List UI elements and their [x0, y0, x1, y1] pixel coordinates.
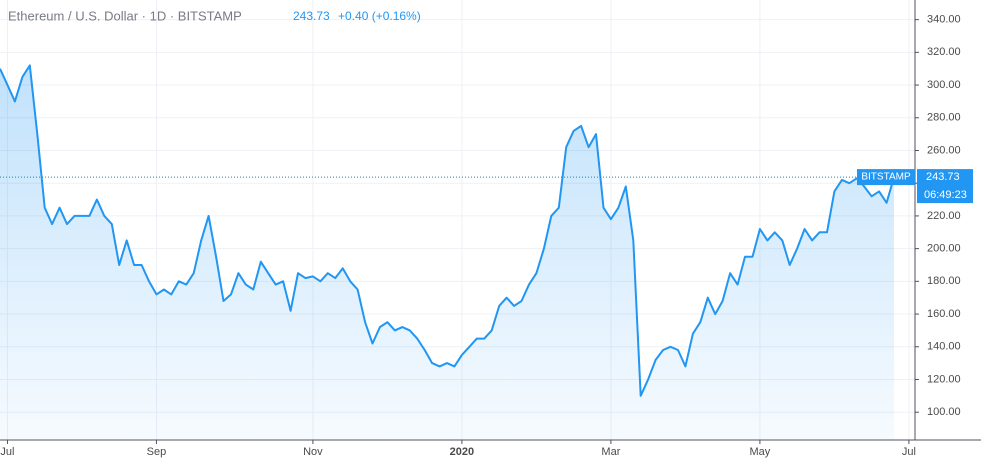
x-tick-label: Jul — [902, 446, 916, 458]
y-tick-label: 320.00 — [927, 46, 961, 58]
x-tick-label: 2020 — [450, 446, 474, 458]
price-line — [0, 64, 895, 397]
x-tick-label: Nov — [303, 446, 323, 458]
y-tick-label: 280.00 — [927, 112, 961, 124]
countdown: 06:49:23 — [924, 189, 967, 201]
x-tick-label: Jul — [0, 446, 14, 458]
x-tick-label: Sep — [147, 446, 167, 458]
chart-title: Ethereum / U.S. Dollar · 1D · BITSTAMP — [8, 8, 242, 23]
y-tick-label: 100.00 — [927, 406, 961, 418]
y-tick-label: 120.00 — [927, 373, 961, 385]
area-fill — [0, 65, 894, 441]
y-tick-label: 200.00 — [927, 243, 961, 255]
y-tick-label: 220.00 — [927, 210, 961, 222]
y-tick-label: 140.00 — [927, 341, 961, 353]
x-tick-label: May — [750, 446, 771, 458]
y-tick-label: 300.00 — [927, 79, 961, 91]
x-tick-label: Mar — [601, 446, 620, 458]
price-tag-label: 243.73 — [926, 171, 960, 183]
y-tick-label: 160.00 — [927, 308, 961, 320]
y-tick-label: 260.00 — [927, 144, 961, 156]
y-tick-label: 340.00 — [927, 14, 961, 26]
price-change: +0.40 (+0.16%) — [338, 9, 421, 23]
y-tick-label: 180.00 — [927, 275, 961, 287]
price-tag — [917, 169, 973, 204]
exchange-label: BITSTAMP — [861, 172, 911, 183]
last-price: 243.73 — [293, 9, 330, 23]
exchange-tag — [857, 169, 915, 186]
